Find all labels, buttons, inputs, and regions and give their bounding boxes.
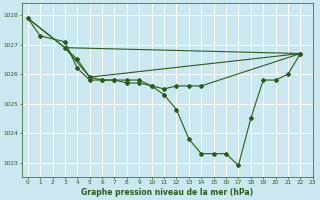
X-axis label: Graphe pression niveau de la mer (hPa): Graphe pression niveau de la mer (hPa) [81, 188, 253, 197]
